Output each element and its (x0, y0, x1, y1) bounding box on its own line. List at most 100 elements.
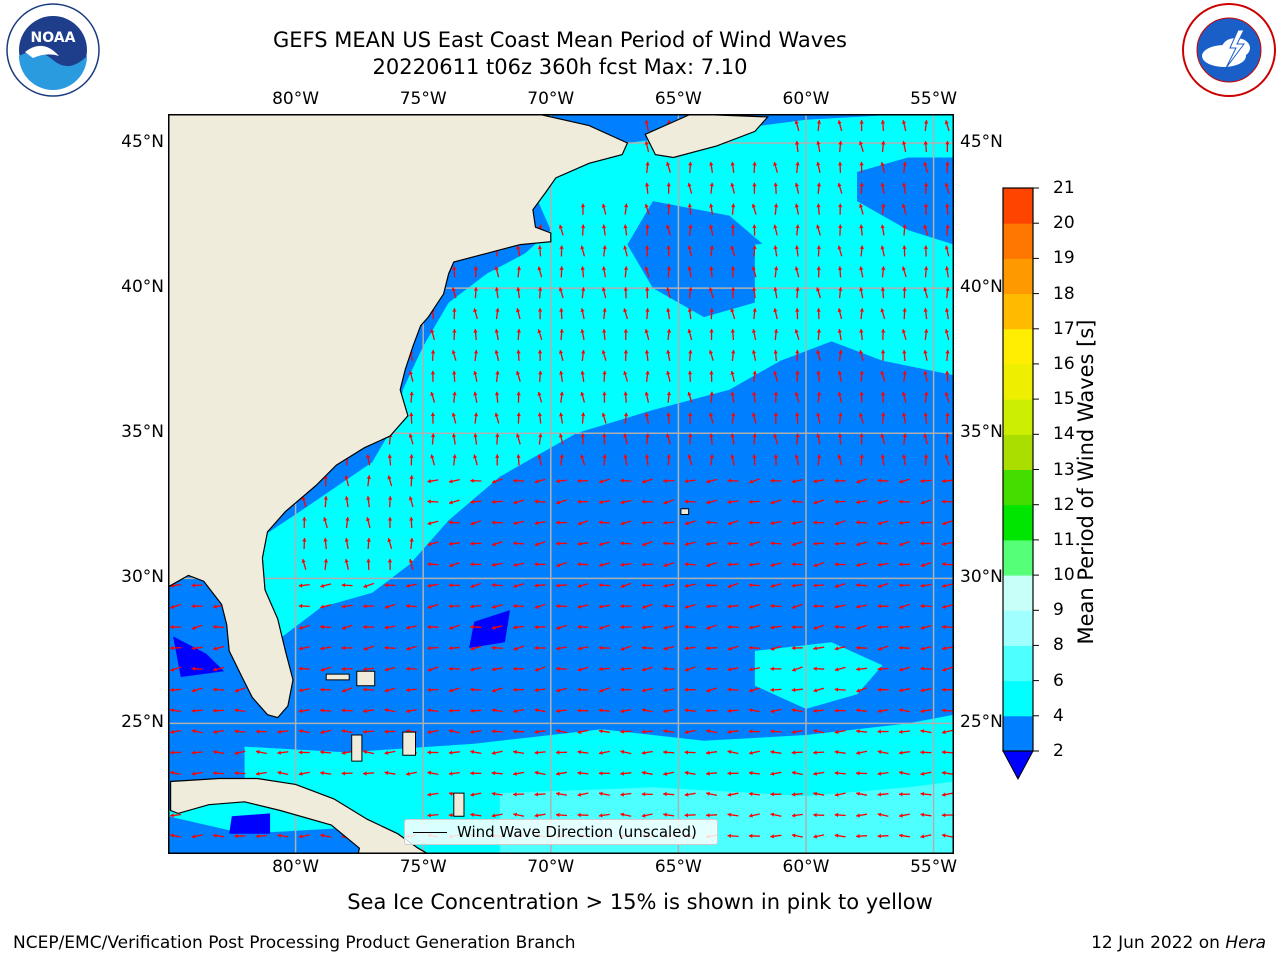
wind-wave-arrowhead (791, 479, 796, 484)
wind-wave-arrowhead (666, 329, 672, 333)
wind-wave-arrowhead (387, 558, 393, 563)
wind-wave-arrowhead (642, 542, 646, 547)
wind-wave-arrowhead (773, 203, 779, 208)
wind-wave-arrowhead (473, 287, 478, 291)
wind-wave-arrowhead (642, 479, 646, 484)
wind-wave-arrowhead (602, 245, 607, 250)
wind-wave-arrowhead (341, 729, 346, 734)
wind-wave-arrowhead (580, 433, 585, 437)
wind-wave-arrowhead (770, 625, 775, 630)
wind-wave-arrowhead (816, 266, 821, 270)
wind-wave-arrowhead (298, 750, 303, 755)
wind-wave-arrowhead (320, 750, 324, 755)
wind-wave-arrowhead (924, 120, 929, 124)
wind-wave-arrowhead (920, 688, 925, 693)
wind-wave-arrowhead (923, 245, 928, 249)
wind-wave-arrowhead (320, 604, 325, 609)
wind-wave-arrowhead (706, 645, 710, 651)
wind-wave-arrowhead (902, 412, 907, 417)
wind-wave-arrowhead (795, 433, 800, 438)
wind-wave-arrowhead (941, 562, 946, 567)
wind-wave-arrowhead (877, 771, 882, 776)
colorbar-segment (1003, 715, 1033, 752)
wind-wave-arrowhead (620, 729, 624, 734)
lat-label-left: 45°N (121, 132, 164, 153)
wind-wave-arrowhead (684, 541, 689, 546)
wind-wave-arrowhead (473, 266, 478, 270)
wind-wave-arrowhead (942, 833, 946, 838)
wind-wave-arrowhead (709, 308, 714, 312)
wind-wave-arrowhead (899, 708, 903, 713)
wind-wave-arrowhead (170, 833, 174, 838)
wind-wave-arrowhead (577, 541, 582, 546)
wind-wave-arrowhead (448, 541, 453, 546)
colorbar-tick-label: 6 (1053, 670, 1064, 691)
wind-wave-arrowhead (430, 433, 436, 438)
wind-wave-arrowhead (620, 792, 624, 797)
wind-wave-arrowhead (923, 433, 928, 438)
wind-wave-arrowhead (342, 688, 346, 693)
wind-wave-arrowhead (920, 541, 924, 546)
wind-wave-arrowhead (684, 667, 689, 672)
wind-wave-arrowhead (920, 646, 925, 651)
wind-wave-arrowhead (663, 708, 667, 714)
wind-wave-arrowhead (645, 287, 650, 291)
colorbar-tick-label: 18 (1053, 283, 1075, 304)
wind-wave-arrowhead (534, 708, 539, 713)
wind-wave-arrowhead (580, 454, 585, 459)
wind-wave-arrowhead (366, 538, 371, 542)
wind-wave-arrowhead (516, 412, 521, 417)
wind-wave-arrowhead (644, 454, 650, 459)
wind-wave-arrowhead (945, 412, 950, 417)
wind-wave-arrowhead (620, 604, 624, 609)
land-bahamas-island (356, 670, 376, 687)
wind-wave-arrowhead (881, 141, 886, 145)
wind-wave-arrowhead (451, 412, 456, 417)
wind-wave-arrowhead (856, 645, 860, 650)
wind-wave-arrowhead (751, 329, 757, 333)
wind-wave-arrowhead (920, 583, 925, 588)
wind-wave-arrowhead (580, 370, 585, 375)
wind-wave-arrowhead (944, 329, 949, 333)
wind-wave-arrowhead (298, 708, 303, 714)
wind-wave-arrowhead (727, 541, 731, 546)
wind-wave-arrowhead (384, 688, 389, 693)
wind-wave-arrowhead (688, 433, 693, 437)
wind-wave-arrowhead (213, 646, 217, 651)
wind-wave-arrowhead (556, 479, 560, 484)
colorbar-tick-label: 19 (1053, 248, 1075, 269)
wind-wave-arrowhead (470, 749, 475, 755)
wind-wave-arrowhead (256, 749, 260, 755)
wind-wave-arrowhead (559, 245, 564, 249)
wind-wave-arrowhead (770, 709, 775, 714)
wind-wave-arrowhead (620, 771, 624, 776)
wind-wave-arrowhead (491, 604, 496, 609)
wind-wave-arrowhead (794, 454, 799, 459)
wind-wave-arrowhead (491, 750, 496, 755)
wind-wave-arrowhead (941, 499, 946, 504)
wind-wave-arrowhead (602, 308, 607, 312)
wind-wave-arrowhead (752, 161, 757, 166)
wind-wave-arrowhead (556, 729, 560, 734)
wind-wave-arrowhead (470, 729, 474, 734)
wind-wave-arrowhead (427, 667, 432, 672)
wind-wave-arrowhead (602, 329, 607, 333)
wind-wave-arrowhead (470, 584, 475, 588)
wind-wave-arrowhead (663, 520, 667, 525)
wind-wave-arrowhead (452, 391, 457, 396)
wind-wave-arrowhead (688, 224, 693, 229)
wind-wave-arrowhead (320, 708, 324, 713)
wind-wave-arrowhead (430, 329, 435, 334)
wind-wave-arrowhead (601, 203, 606, 208)
lat-label-left: 30°N (121, 567, 164, 588)
wind-wave-arrowhead (537, 454, 542, 459)
wind-wave-arrowhead (577, 771, 582, 776)
wind-wave-arrowhead (491, 729, 496, 734)
wind-wave-arrowhead (687, 203, 692, 208)
wind-wave-arrowhead (598, 708, 603, 713)
wind-wave-arrowhead (427, 729, 432, 735)
wind-wave-arrowhead (406, 603, 410, 609)
wind-wave-arrowhead (408, 496, 413, 501)
wind-wave-arrowhead (837, 370, 842, 375)
lon-label-top: 75°W (399, 89, 447, 109)
